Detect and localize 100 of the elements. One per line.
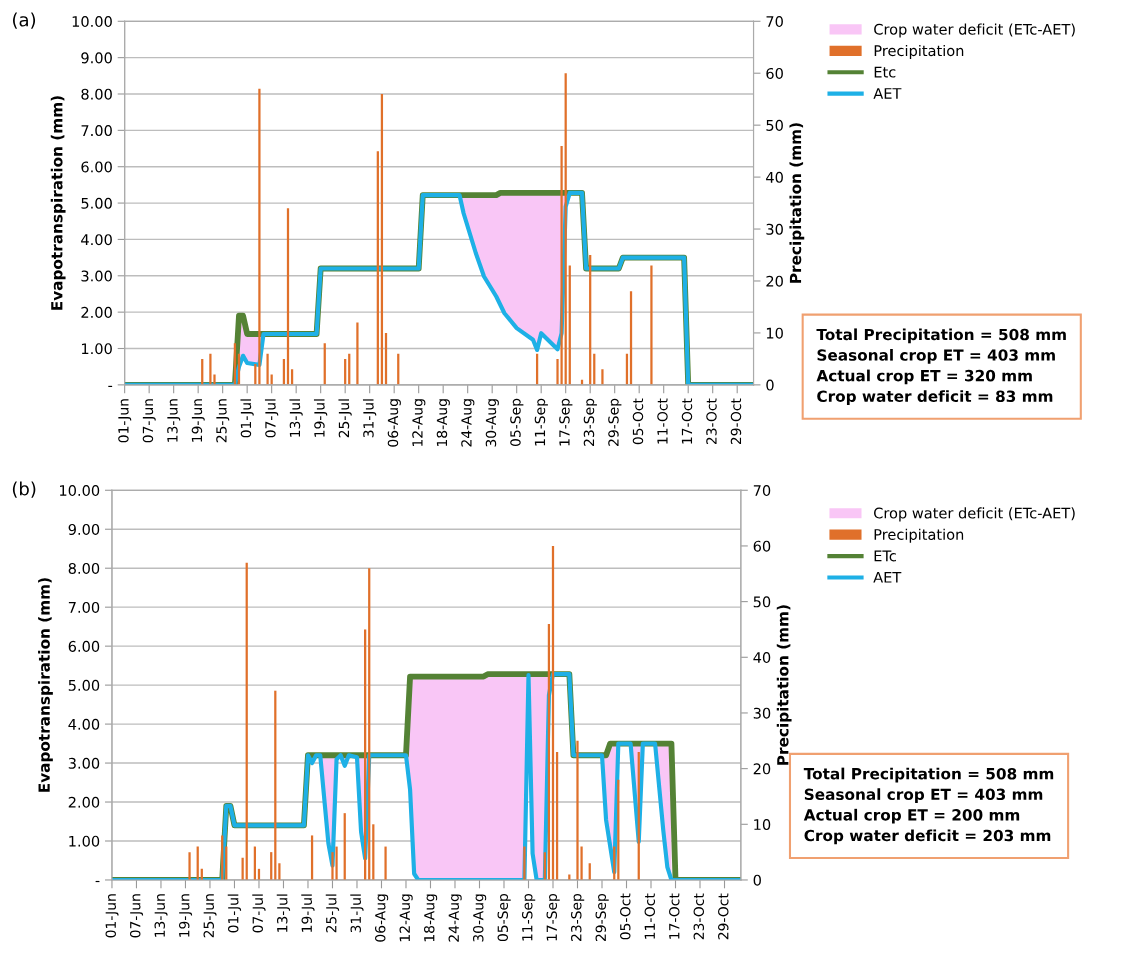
x-tick-label: 17-Oct [669,893,680,939]
x-tick-label: 23-Oct [706,398,717,445]
y2-tick-label: 70 [753,484,771,497]
x-tick-label: 05-Sep [510,398,524,447]
x-tick-label: 13-Jun [154,894,168,937]
x-tick-label: 31-Jul [362,399,377,438]
bar [335,846,338,880]
x-tick-label: 17-Sep [559,398,573,446]
text: Seasonal crop ET = 403 mm [817,349,1055,364]
x-tick-label: 30-Aug [485,399,499,447]
y2-tick-label: 0 [753,874,761,886]
bar [258,88,261,385]
y2-tick-label: 0 [766,379,774,391]
x-tick-label: 23-Sep [571,893,585,942]
x-tick-label: 12-Aug [412,399,426,447]
y2-tick-label: 40 [753,652,771,664]
x-tick-label: 19-Jul [313,399,328,437]
y2-tick-label: 10 [766,327,783,339]
x-tick-label: 29-Oct [718,893,729,940]
x-tick-label: 18-Aug [436,399,450,447]
y2-tick-label: 10 [754,819,771,831]
bar [278,863,281,880]
y-tick-label: 1.00 [81,343,112,355]
bar [523,846,526,880]
x-tick-label: 05-Oct [632,398,644,445]
x-tick-label: 11-Sep [522,893,536,941]
legend-label: AET [873,571,902,583]
y-tick-label: 10.00 [72,15,112,28]
legend-label: Precipitation [874,528,964,543]
text: Total Precipitation = 508 mm [816,328,1066,344]
x-tick-label: 24-Aug [461,399,475,447]
y-tick-label: 2.00 [81,306,112,318]
x-tick-label: 19-Jul [301,894,315,932]
x-tick-label: 25-Jul [325,894,340,933]
x-tick-label: 23-Sep [583,398,597,446]
x-tick-label: 13-Jul [276,894,291,932]
bar [209,353,212,385]
x-tick-label: 29-Sep [595,893,609,942]
y-tick-label: 2.00 [68,796,100,808]
x-tick-label: 06-Aug [375,894,389,942]
text: Actual crop ET = 200 mm [803,808,1020,824]
x-tick-label: 05-Oct [620,893,631,940]
x-tick-label: 17-Oct [681,398,693,444]
text: Actual crop ET = 320 mm [816,369,1032,385]
text: Crop water deficit = 203 mm [804,829,1051,845]
y2-tick-label: 30 [766,223,783,235]
bar [576,740,579,880]
y-tick-label: 4.00 [81,234,112,246]
y-tick-label: 9.00 [68,523,100,535]
legend-label: Precipitation [874,44,964,60]
y-tick-label: 10.00 [60,484,100,497]
text: Seasonal crop ET = 403 mm [804,788,1043,804]
x-tick-label: 17-Sep [546,893,560,941]
y2-axis-title: Precipitation (mm) [789,123,805,283]
y2-tick-label: 60 [753,540,771,552]
y-tick-label: 8.00 [81,88,112,100]
y-tick-label: 7.00 [81,125,112,137]
x-tick-label: 19-Jun [178,894,193,937]
x-tick-label: 11-Oct [644,893,656,939]
x-tick-label: 01-Jul [227,894,242,933]
text: Total Precipitation = 508 mm [803,767,1054,783]
y-tick-label: 6.00 [68,640,100,652]
x-tick-label: 31-Jul [350,894,364,933]
x-tick-label: 25-Jun [203,894,217,938]
x-tick-label: 01-Jun [105,894,119,938]
x-tick-label: 13-Jun [167,399,181,442]
x-tick-label: 11-Sep [534,398,548,446]
x-tick-label: 07-Jul [252,894,266,933]
x-tick-label: 11-Oct [657,398,668,444]
bar [650,265,653,385]
chart-title: (b) [12,481,36,498]
x-tick-label: 01-Jun [118,399,132,443]
y2-tick-label: 60 [766,67,783,79]
y-tick-label: 8.00 [68,562,100,574]
legend-label: AET [873,88,902,99]
y-axis-title: Evapotranspiration (mm) [38,578,53,792]
x-tick-label: 07-Jun [129,894,144,938]
x-tick-label: 24-Aug [448,894,462,942]
y-tick-label: 1.00 [69,835,100,847]
legend-label: Crop water deficit (ETc-AET) [874,507,1075,522]
x-tick-label: 18-Aug [424,894,438,942]
y-tick-label: 6.00 [81,161,112,173]
x-tick-label: 06-Aug [387,399,401,447]
y-axis-title: Evapotranspiration (mm) [50,96,66,310]
y-tick-label: 7.00 [68,601,100,613]
bar [188,852,191,880]
y2-axis-title: Precipitation (mm) [776,605,792,765]
x-tick-label: 19-Jun [191,399,205,442]
y2-tick-label: 20 [766,275,783,287]
bar [560,145,563,385]
y2-tick-label: 20 [753,763,771,775]
y-tick-label: 5.00 [81,197,112,209]
x-tick-label: 25-Jun [216,399,230,443]
y2-tick-label: 50 [753,596,771,608]
x-tick-label: 07-Jun [142,399,156,443]
bar [601,369,604,385]
y-tick-label: 3.00 [68,757,100,769]
bar [266,353,269,385]
x-tick-label: 23-Oct [693,893,705,940]
y-tick-label: - [108,385,113,387]
